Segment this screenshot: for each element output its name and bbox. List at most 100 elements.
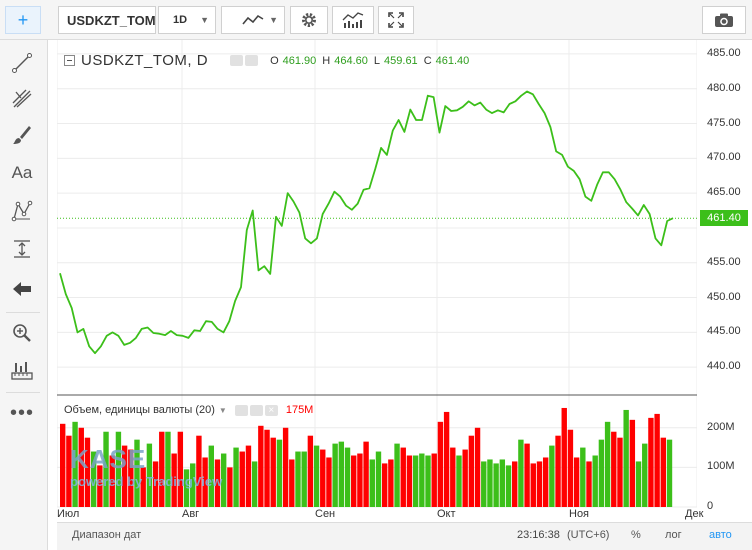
volume-bar (146, 443, 153, 507)
volume-bar (66, 435, 72, 507)
trend-line-icon (12, 53, 32, 73)
volume-legend-title: Объем, единицы валюты (20) (64, 404, 215, 416)
percent-toggle[interactable]: % (631, 529, 641, 541)
crosshair-tool-button[interactable]: + (5, 6, 41, 34)
main-legend: USDKZT_TOM, D O 461.90 H 464.60 L 459.61… (64, 52, 469, 69)
interval-button[interactable]: 1D ▼ (158, 6, 216, 34)
time-tick-label: Авг (182, 508, 200, 520)
volume-bar (159, 431, 165, 507)
volume-axis[interactable]: 200M 100M 0 (697, 395, 752, 512)
volume-bar (425, 455, 431, 507)
volume-bar (313, 445, 320, 507)
volume-bar (592, 455, 598, 507)
volume-bar (134, 439, 140, 507)
zoom-tool[interactable] (6, 318, 38, 348)
price-tick-label: 480.00 (707, 81, 741, 94)
close-icon[interactable]: × (264, 404, 278, 416)
volume-bar (301, 451, 307, 507)
volume-bar (412, 455, 419, 507)
drawing-toolbar: Aa (0, 40, 48, 550)
time-axis[interactable]: Июл Авг Сен Окт Ноя Дек (57, 507, 703, 522)
bottom-toolbar: Диапазон дат 23:16:38 (UTC+6) % лог авто (57, 522, 752, 550)
volume-bar (611, 431, 617, 507)
volume-bar (202, 457, 208, 507)
gear-icon[interactable] (245, 55, 259, 66)
volume-tick-label: 100M (707, 460, 735, 473)
volume-bar (152, 461, 159, 507)
indicators-button[interactable] (332, 6, 374, 34)
eye-icon[interactable] (230, 55, 244, 66)
volume-bar (109, 455, 115, 507)
fullscreen-button[interactable] (378, 6, 414, 34)
fib-tool[interactable] (6, 84, 38, 114)
auto-toggle[interactable]: авто (709, 529, 732, 541)
text-tool[interactable]: Aa (6, 158, 38, 188)
volume-tick-label: 200M (707, 420, 735, 433)
volume-bar (196, 435, 202, 507)
volume-bar (629, 419, 636, 507)
snapshot-button[interactable] (702, 6, 746, 34)
timezone-label[interactable]: (UTC+6) (567, 529, 610, 541)
log-toggle[interactable]: лог (665, 529, 682, 541)
ohlc-low-value: 459.61 (384, 54, 418, 67)
camera-icon (715, 13, 733, 27)
ohlc-high-label: H (322, 54, 331, 67)
pattern-tool[interactable] (6, 196, 38, 226)
kase-logo: KASE (70, 444, 147, 474)
volume-value: 175M (285, 404, 314, 416)
volume-bar (220, 453, 227, 507)
collapse-legend-icon[interactable] (64, 55, 75, 66)
volume-bar (375, 451, 382, 507)
back-button[interactable] (6, 274, 38, 304)
volume-bar (660, 437, 667, 507)
chart-style-button[interactable]: ▼ (221, 6, 285, 34)
volume-bar (462, 449, 468, 507)
volume-bar (555, 435, 561, 507)
brush-tool[interactable] (6, 120, 38, 150)
volume-bar (60, 423, 66, 507)
volume-bar (369, 459, 375, 507)
volume-bar (617, 437, 623, 507)
indicators-icon (342, 12, 364, 28)
gear-icon[interactable] (249, 404, 263, 416)
volume-bar (524, 443, 530, 507)
chart-area[interactable] (57, 40, 697, 510)
settings-button[interactable] (290, 6, 328, 34)
eye-icon[interactable] (234, 404, 248, 416)
sidebar-divider (6, 312, 40, 313)
price-tick-label: 445.00 (707, 325, 741, 338)
volume-bar (140, 467, 146, 507)
ruler-tool[interactable] (6, 356, 38, 386)
volume-bar (573, 457, 580, 507)
volume-bar (561, 407, 567, 507)
date-range-button[interactable]: Диапазон дат (72, 529, 142, 541)
volume-bar (121, 445, 128, 507)
volume-bar (598, 439, 605, 507)
volume-bar (233, 447, 239, 507)
volume-bar (493, 463, 499, 507)
time-tick-label: Ноя (569, 508, 590, 520)
volume-bar (474, 427, 481, 507)
volume-bar (289, 459, 295, 507)
volume-bar (357, 453, 363, 507)
time-tick-label: Июл (57, 508, 80, 520)
volume-bar (115, 431, 122, 507)
volume-bar (183, 469, 190, 507)
volume-bar (78, 427, 84, 507)
volume-bar (208, 445, 214, 507)
volume-bar (481, 461, 487, 507)
pattern-icon (11, 200, 33, 222)
volume-bar (549, 445, 555, 507)
more-tools-button[interactable]: ••• (6, 398, 38, 428)
trend-line-tool[interactable] (6, 48, 38, 78)
volume-bar (307, 435, 314, 507)
symbol-input[interactable]: USDKZT_TOM (58, 6, 156, 34)
volume-bar (512, 461, 518, 507)
chevron-down-icon: ▼ (269, 15, 278, 25)
chevron-down-icon[interactable]: ▼ (218, 405, 227, 415)
volume-bar (499, 459, 506, 507)
volume-bar (530, 463, 536, 507)
volume-bar (239, 451, 245, 507)
price-axis[interactable]: 485.00 480.00 475.00 470.00 465.00 455.00 450.… (697, 40, 752, 395)
measure-tool[interactable] (6, 234, 38, 264)
